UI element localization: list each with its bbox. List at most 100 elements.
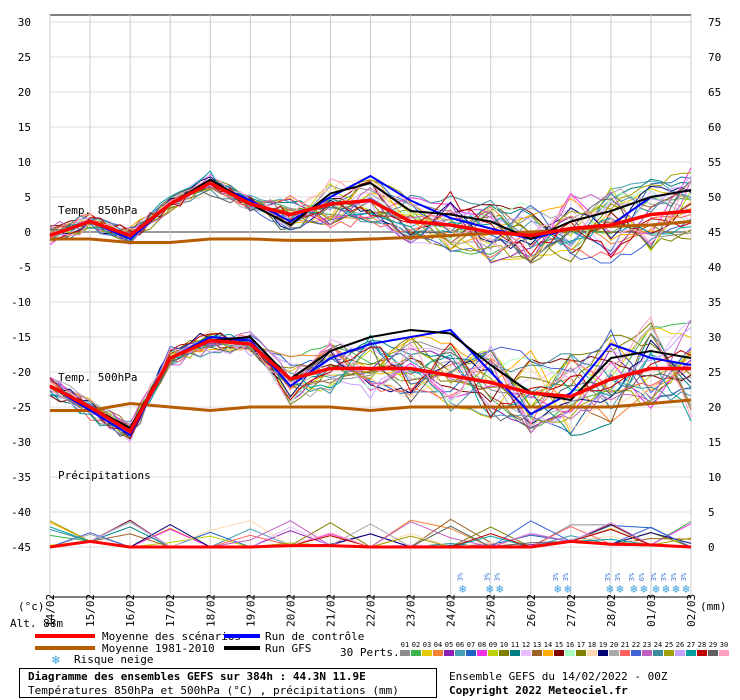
pert-number: 01 [401, 641, 409, 649]
pert-number: 10 [500, 641, 508, 649]
x-tick-label: 20/02 [284, 594, 297, 627]
pert-number: 08 [478, 641, 486, 649]
left-tick-label: 25 [18, 51, 31, 64]
left-tick-label: -20 [11, 366, 31, 379]
pert-swatch [664, 650, 674, 656]
right-tick-label: 30 [708, 331, 721, 344]
snow-risk-pct: 3% [494, 572, 502, 581]
footer-title: Diagramme des ensembles GEFS sur 384h : … [28, 670, 366, 683]
pert-swatch [708, 650, 718, 656]
x-tick-label: 26/02 [525, 594, 538, 627]
x-tick-label: 21/02 [324, 594, 337, 627]
pert-number: 14 [544, 641, 552, 649]
x-axis-ticks: 14/02 15/02 16/02 17/02 18/02 19/02 20/02 21/02… [44, 594, 698, 627]
pert-swatch [653, 650, 663, 656]
pert-number: 02 [412, 641, 420, 649]
snowflake-icon: ❄ [554, 582, 561, 596]
footer-box: Diagramme des ensembles GEFS sur 384h : … [19, 668, 437, 698]
snowflake-icon: ❄ [51, 653, 60, 668]
snow-risk-pct: 3% [670, 572, 678, 581]
snow-risk-pct: 3% [604, 572, 612, 581]
x-tick-label: 25/02 [485, 594, 498, 627]
right-tick-label: 70 [708, 51, 721, 64]
snow-risk-pct: 6% [638, 572, 646, 581]
pert-number: 27 [687, 641, 695, 649]
right-tick-label: 65 [708, 86, 721, 99]
pert-number: 09 [489, 641, 497, 649]
pert-swatch [488, 650, 498, 656]
x-tick-label: 28/02 [605, 594, 618, 627]
snow-risk-markers: 3%❄3%❄3%❄3%❄3%❄3%❄3%❄3%❄6%❄3%❄3%❄3%❄3%❄ [457, 572, 690, 596]
pert-swatch [521, 650, 531, 656]
x-tick-label: 22/02 [365, 594, 378, 627]
x-tick-label: 27/02 [565, 594, 578, 627]
left-tick-label: 30 [18, 16, 31, 29]
pert-number: 20 [610, 641, 618, 649]
pert-swatch [510, 650, 520, 656]
copyright: Copyright 2022 Meteociel.fr [449, 684, 628, 697]
snow-risk-pct: 3% [650, 572, 658, 581]
pert-number: 11 [511, 641, 519, 649]
pert-swatch [532, 650, 542, 656]
legend-mean-label: Moyenne des scénarios [102, 630, 241, 643]
snowflake-icon: ❄ [496, 582, 503, 596]
footer-subtitle: Températures 850hPa et 500hPa (°C) , pré… [28, 684, 399, 697]
right-tick-label: 15 [708, 436, 721, 449]
main-lines [49, 174, 692, 549]
pert-t850-line [49, 170, 692, 247]
left-tick-label: -5 [18, 261, 31, 274]
t850-label: Temp. 850hPa [58, 204, 137, 217]
right-unit-label: (mm) [700, 600, 727, 613]
pert-swatch [499, 650, 509, 656]
right-tick-label: 5 [708, 506, 715, 519]
pert-number: 04 [434, 641, 442, 649]
legend: Moyenne des scénarios Moyenne 1981-2010 … [35, 630, 729, 668]
snowflake-icon: ❄ [682, 582, 689, 596]
snowflake-icon: ❄ [459, 582, 466, 596]
x-tick-label: 15/02 [84, 594, 97, 627]
pert-t500-line [49, 328, 692, 439]
x-tick-label: 23/02 [405, 594, 418, 627]
legend-perts-label: 30 Perts. [340, 646, 400, 659]
t500-mean-line [49, 338, 691, 434]
pert-swatch [631, 650, 641, 656]
pert-swatch [697, 650, 707, 656]
left-unit-label: (°c) [18, 600, 45, 613]
pert-number: 05 [445, 641, 453, 649]
t500-label: Temp. 500hPa [58, 371, 137, 384]
x-tick-label: 14/02 [44, 594, 57, 627]
pert-number: 24 [654, 641, 662, 649]
snowflake-icon: ❄ [662, 582, 669, 596]
t500-clim-line [50, 398, 692, 413]
pert-number: 30 [720, 641, 728, 649]
snow-risk-pct: 3% [680, 572, 688, 581]
snowflake-icon: ❄ [630, 582, 637, 596]
x-tick-label: 19/02 [244, 594, 257, 627]
run-info: Ensemble GEFS du 14/02/2022 - 00Z [449, 670, 668, 683]
pert-number: 03 [423, 641, 431, 649]
pert-swatch [719, 650, 729, 656]
pert-swatch [444, 650, 454, 656]
pert-number: 22 [632, 641, 640, 649]
right-tick-label: 20 [708, 401, 721, 414]
x-tick-label: 24/02 [445, 594, 458, 627]
pert-number: 16 [566, 641, 574, 649]
right-tick-label: 35 [708, 296, 721, 309]
left-tick-label: -10 [11, 296, 31, 309]
altitude-label: Alt. 88m [10, 617, 63, 630]
right-tick-label: 40 [708, 261, 721, 274]
pert-number: 23 [643, 641, 651, 649]
pert-swatch [543, 650, 553, 656]
pert-number: 07 [467, 641, 475, 649]
left-tick-label: -35 [11, 471, 31, 484]
right-tick-label: 75 [708, 16, 721, 29]
pert-number: 12 [522, 641, 530, 649]
precip-mean-line [49, 539, 692, 549]
pert-swatch [609, 650, 619, 656]
pert-number: 13 [533, 641, 541, 649]
snow-risk-pct: 3% [614, 572, 622, 581]
legend-gfs-label: Run GFS [265, 642, 311, 655]
left-tick-label: 5 [24, 191, 31, 204]
